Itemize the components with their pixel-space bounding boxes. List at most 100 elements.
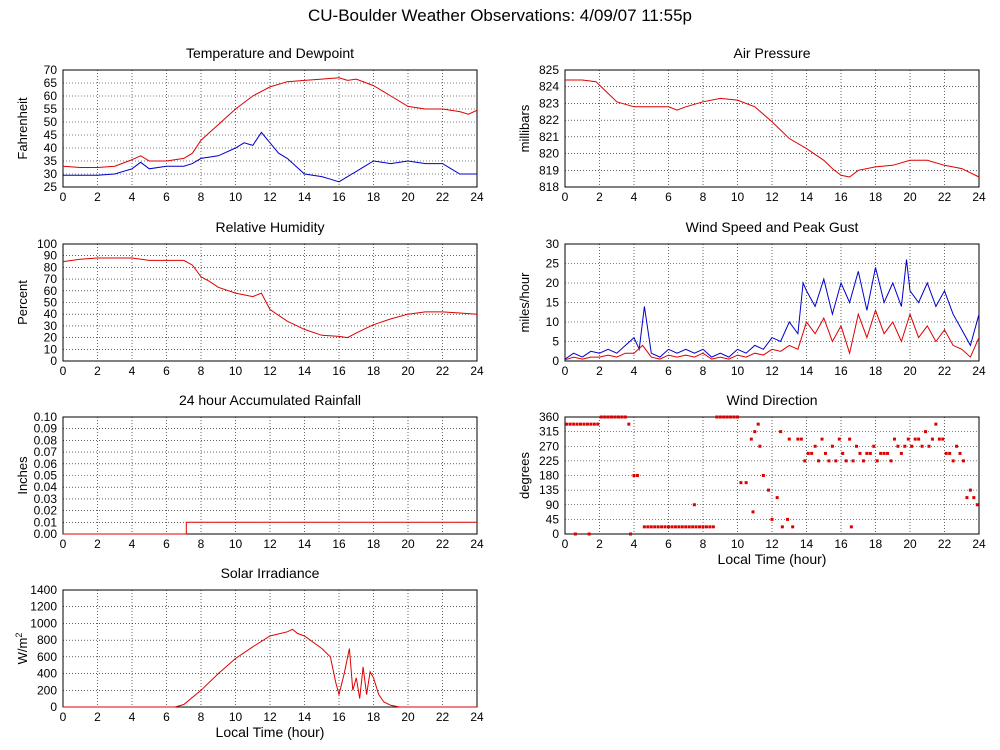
wind-direction-point bbox=[827, 459, 831, 463]
humidity-x-tick-label: 4 bbox=[129, 364, 136, 378]
wind-direction-point bbox=[582, 422, 586, 426]
pressure-x-tick-label: 6 bbox=[665, 190, 672, 204]
wind-direction-point bbox=[886, 451, 890, 455]
wind-direction-point bbox=[761, 474, 765, 477]
wind-direction-point bbox=[691, 525, 695, 529]
solar-y-tick-label: 800 bbox=[37, 633, 57, 647]
wind-direction-point bbox=[958, 451, 962, 455]
humidity-y-tick-label: 70 bbox=[44, 272, 58, 286]
wind-speed-y-tick-label: 15 bbox=[546, 296, 560, 310]
pressure-x-tick-label: 8 bbox=[700, 190, 707, 204]
pressure-chart: 0 2 4 6 8 10 12 14 16 18 20 22 248188198208218228238… bbox=[517, 45, 986, 204]
wind-direction-point bbox=[955, 444, 959, 448]
temperature-x-tick-label: 10 bbox=[229, 190, 243, 204]
wind-direction-point bbox=[927, 444, 931, 448]
wind-direction-point bbox=[779, 430, 783, 434]
humidity-y-tick-label: 10 bbox=[44, 342, 58, 356]
wind-direction-point bbox=[603, 415, 607, 419]
wind-direction-point bbox=[910, 444, 914, 448]
solar-series-solar-irradiance bbox=[63, 628, 477, 708]
humidity-x-tick-label: 14 bbox=[298, 364, 312, 378]
humidity-y-tick-label: 60 bbox=[44, 284, 58, 298]
wind-direction-point bbox=[616, 415, 620, 419]
wind-direction-point bbox=[817, 459, 821, 463]
wind-direction-point bbox=[803, 459, 807, 463]
pressure-x-tick-label: 2 bbox=[596, 190, 603, 204]
wind-direction-point bbox=[872, 444, 876, 448]
wind-direction-point bbox=[882, 451, 886, 455]
humidity-x-tick-label: 12 bbox=[263, 364, 277, 378]
wind-direction-point bbox=[968, 488, 972, 492]
temperature-y-tick-label: 60 bbox=[44, 89, 58, 103]
solar-x-tick-label: 0 bbox=[60, 710, 67, 724]
rainfall-x-tick-label: 18 bbox=[367, 537, 381, 551]
wind-direction-point bbox=[729, 415, 733, 419]
solar-chart: 0 2 4 6 8 10 12 14 16 18 20 22 240200400600800100012… bbox=[14, 565, 484, 740]
wind-direction-point bbox=[924, 430, 928, 434]
pressure-y-tick-label: 821 bbox=[539, 130, 559, 144]
wind-direction-point bbox=[875, 459, 879, 463]
wind-speed-x-tick-label: 18 bbox=[869, 364, 883, 378]
wind-direction-x-tick-label: 18 bbox=[869, 537, 883, 551]
rainfall-x-tick-label: 12 bbox=[263, 537, 277, 551]
wind-direction-y-tick-label: 360 bbox=[539, 410, 559, 424]
wind-direction-point bbox=[694, 525, 698, 529]
temperature-x-tick-label: 14 bbox=[298, 190, 312, 204]
pressure-x-tick-label: 12 bbox=[765, 190, 779, 204]
wind-direction-point bbox=[565, 422, 569, 426]
wind-direction-point bbox=[751, 510, 755, 514]
rainfall-y-tick-label: 0.02 bbox=[34, 504, 58, 518]
humidity-x-tick-label: 8 bbox=[198, 364, 205, 378]
pressure-x-tick-label: 10 bbox=[731, 190, 745, 204]
rainfall-x-tick-label: 2 bbox=[94, 537, 101, 551]
temperature-y-tick-label: 35 bbox=[44, 154, 58, 168]
solar-plot-area bbox=[62, 589, 478, 708]
wind-direction-point bbox=[780, 525, 784, 529]
solar-x-tick-label: 18 bbox=[367, 710, 381, 724]
wind-direction-x-tick-label: 20 bbox=[903, 537, 917, 551]
rainfall-series-accumulated-rainfall bbox=[63, 521, 477, 535]
humidity-y-tick-label: 80 bbox=[44, 260, 58, 274]
wind-direction-point bbox=[687, 525, 691, 529]
wind-direction-point bbox=[592, 422, 596, 426]
solar-x-tick-label: 20 bbox=[401, 710, 415, 724]
temperature-y-tick-label: 70 bbox=[44, 63, 58, 77]
wind-direction-y-tick-label: 225 bbox=[539, 454, 559, 468]
wind-direction-point bbox=[944, 451, 948, 455]
wind-direction-point bbox=[744, 481, 748, 485]
temperature-plot-area bbox=[62, 69, 478, 188]
temperature-x-tick-label: 24 bbox=[470, 190, 484, 204]
wind-direction-point bbox=[627, 422, 631, 426]
wind-direction-point bbox=[701, 525, 705, 529]
wind-direction-point bbox=[820, 437, 824, 441]
solar-y-tick-label: 200 bbox=[37, 683, 57, 697]
wind-direction-point bbox=[844, 459, 848, 463]
solar-x-tick-label: 16 bbox=[332, 710, 346, 724]
temperature-x-tick-label: 20 bbox=[401, 190, 415, 204]
temperature-series-temperature bbox=[62, 77, 478, 168]
wind-direction-point bbox=[799, 437, 803, 441]
wind-direction-point bbox=[673, 525, 677, 529]
wind-direction-point bbox=[758, 444, 762, 448]
wind-direction-point bbox=[896, 444, 900, 448]
wind-direction-point bbox=[937, 437, 941, 441]
wind-direction-point bbox=[572, 422, 576, 426]
solar-y-axis-label: W/m2 bbox=[14, 633, 30, 665]
wind-direction-point bbox=[848, 437, 852, 441]
temperature-x-tick-label: 18 bbox=[367, 190, 381, 204]
wind-direction-point bbox=[579, 422, 583, 426]
temperature-series-dewpoint bbox=[63, 131, 477, 183]
wind-speed-series-peak-gust bbox=[564, 259, 980, 360]
rainfall-x-tick-label: 4 bbox=[129, 537, 136, 551]
wind-direction-point bbox=[692, 503, 696, 507]
rainfall-x-tick-label: 0 bbox=[60, 537, 67, 551]
humidity-y-tick-label: 20 bbox=[44, 331, 58, 345]
wind-speed-title: Wind Speed and Peak Gust bbox=[686, 219, 859, 235]
rainfall-y-tick-label: 0.01 bbox=[34, 515, 58, 529]
wind-direction-point bbox=[715, 415, 719, 419]
temperature-y-tick-label: 45 bbox=[44, 128, 58, 142]
rainfall-y-tick-label: 0.05 bbox=[34, 469, 58, 483]
rainfall-title: 24 hour Accumulated Rainfall bbox=[179, 392, 361, 408]
pressure-x-tick-label: 22 bbox=[938, 190, 952, 204]
